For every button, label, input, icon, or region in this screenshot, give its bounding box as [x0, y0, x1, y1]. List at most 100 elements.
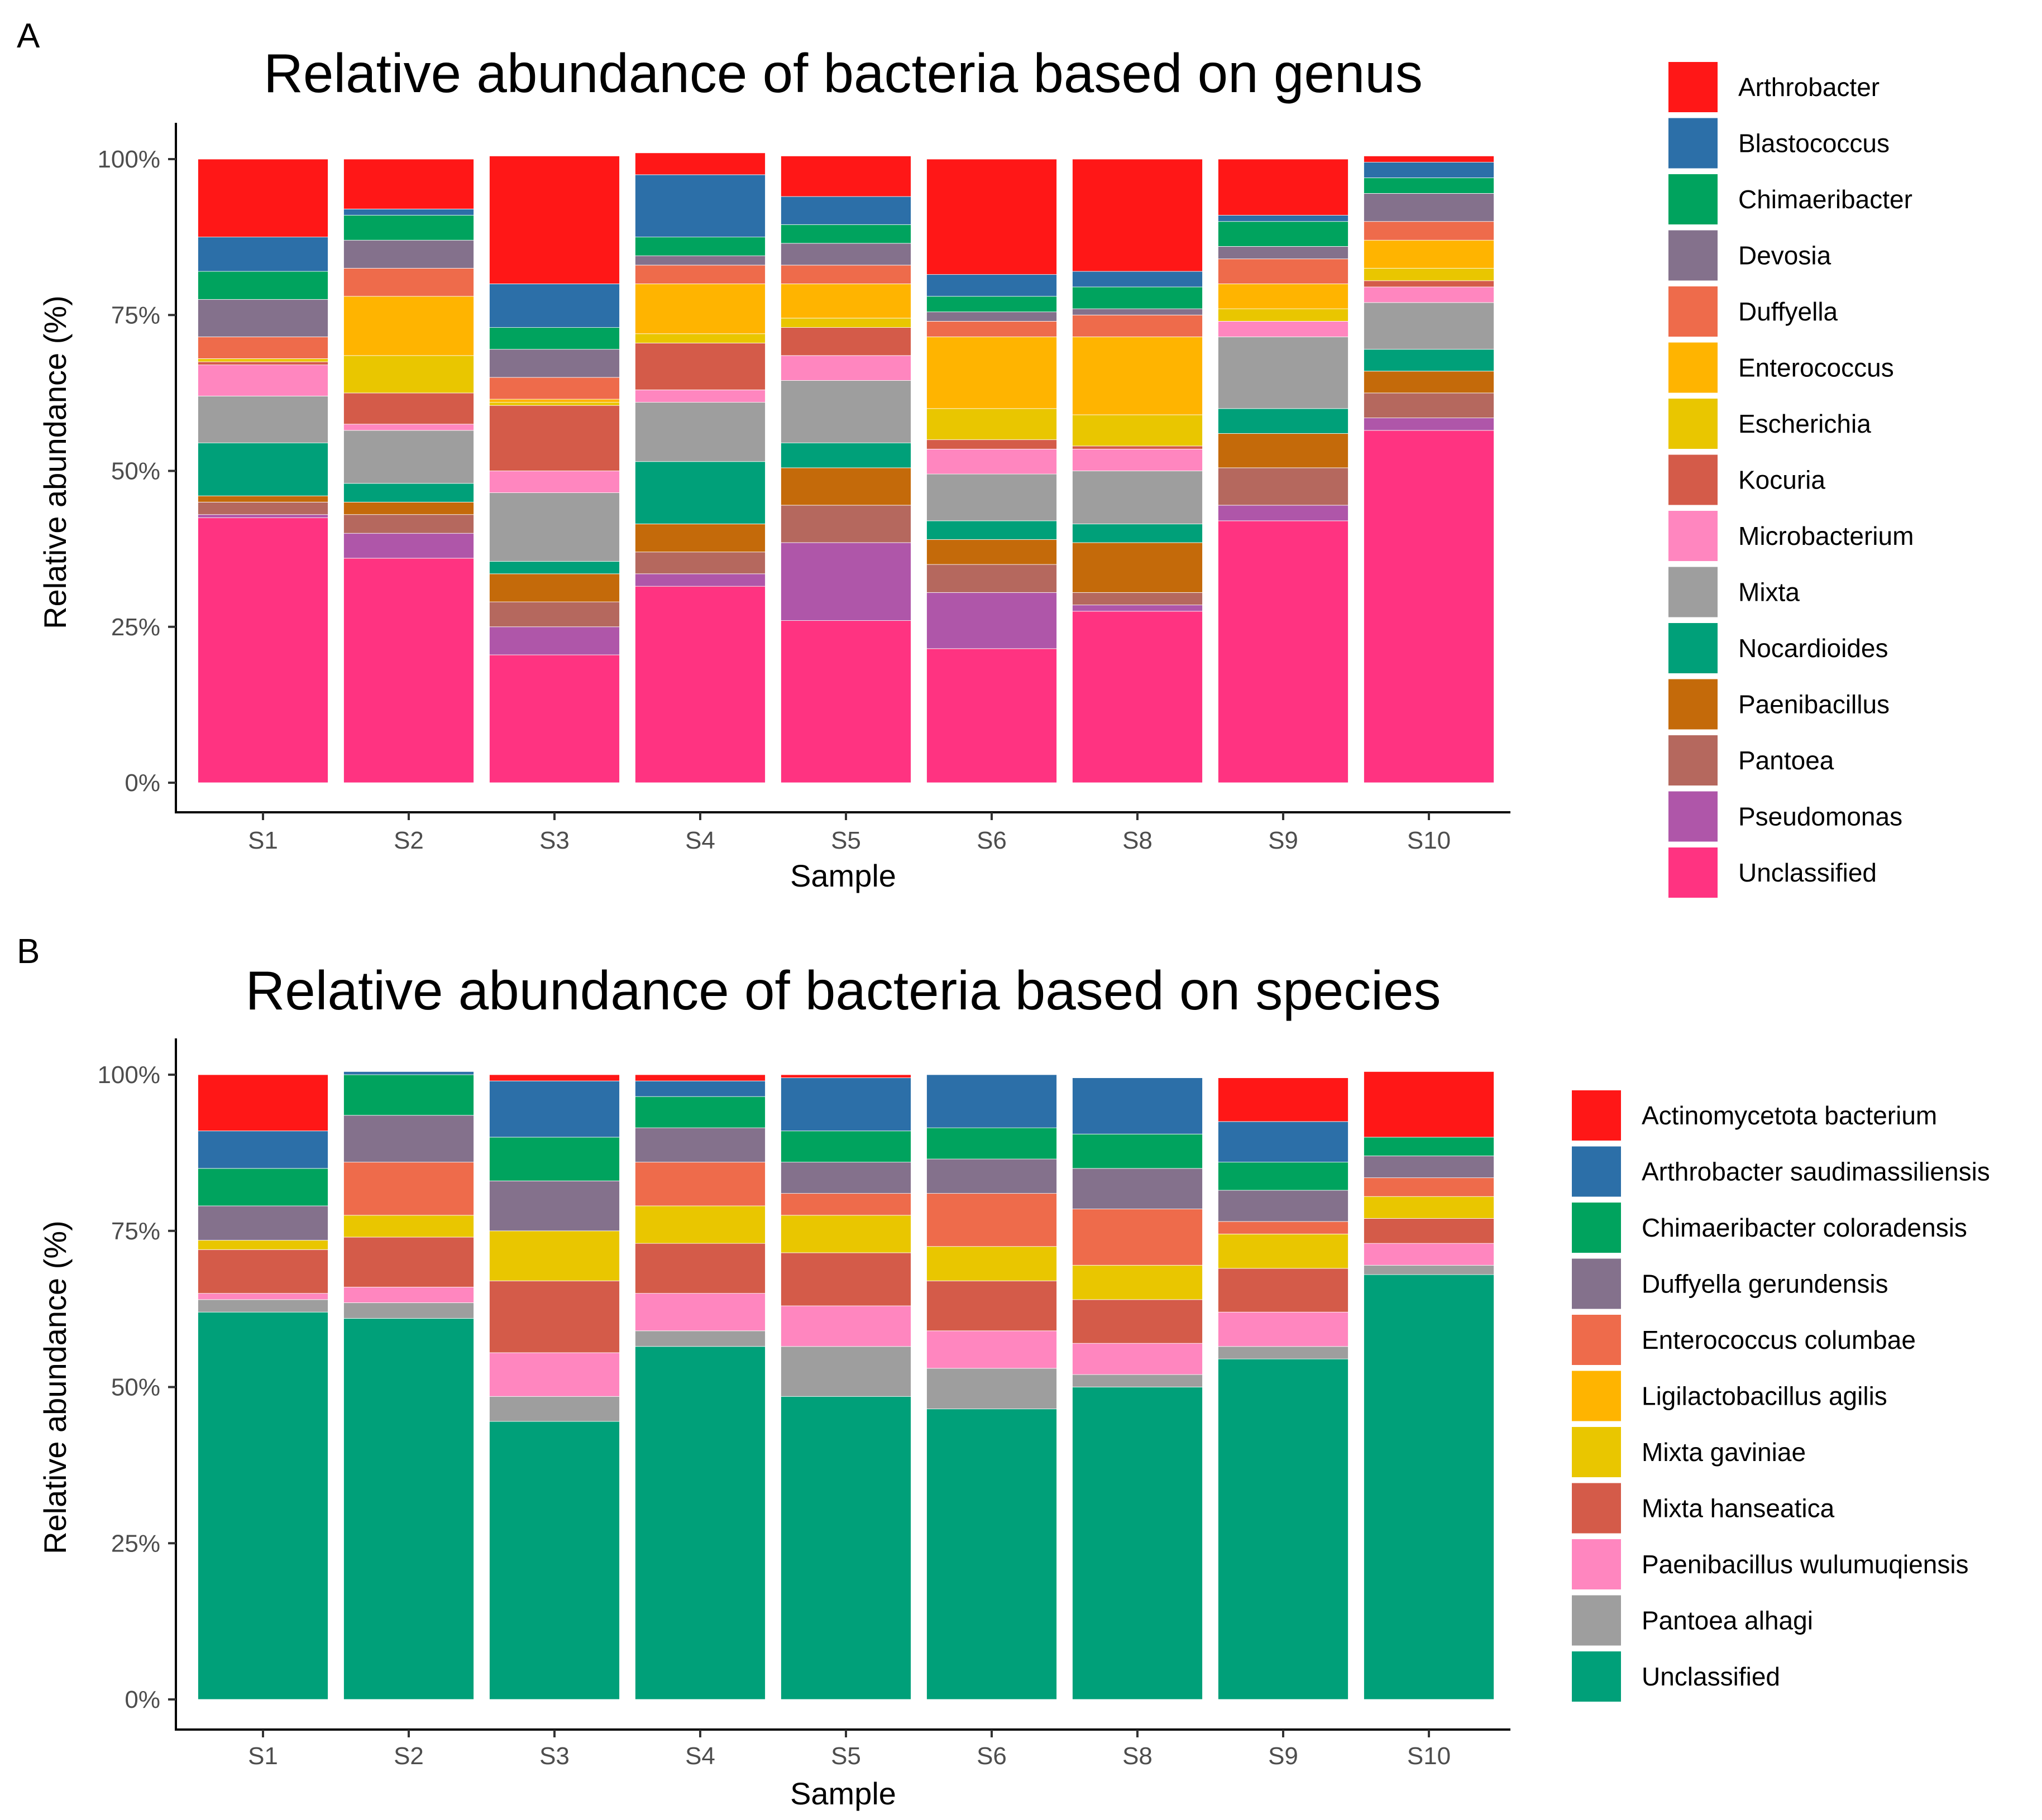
bar-segment-s5-actinomycetota-bacterium	[781, 1074, 911, 1078]
bar-segment-s8-enterococcus	[1072, 336, 1203, 415]
bar-segment-s1-paenibacillus	[198, 495, 328, 502]
bar-segment-s9-unclassified	[1218, 1358, 1348, 1700]
bar-segment-s6-microbacterium	[926, 449, 1057, 475]
legend-item: Duffyella	[1668, 286, 1838, 337]
bar-segment-s3-mixta-gaviniae	[489, 1230, 620, 1281]
legend-label: Enterococcus columbae	[1642, 1325, 1916, 1354]
x-tick-label: S10	[1407, 1742, 1451, 1770]
x-tick-label: S6	[977, 827, 1007, 854]
legend-swatch	[1668, 511, 1718, 561]
legend-item: Mixta hanseatica	[1572, 1483, 1835, 1534]
bar-segment-s10-devosia	[1364, 193, 1494, 222]
y-tick-label: 0%	[125, 1686, 160, 1713]
bar-segment-s1-escherichia	[198, 358, 328, 362]
legend-item: Devosia	[1668, 230, 1831, 281]
bar-segment-s6-blastococcus	[926, 274, 1057, 297]
bar-segment-s5-arthrobacter-saudimassiliensis	[781, 1077, 911, 1132]
legend-swatch	[1668, 454, 1718, 505]
legend-item: Unclassified	[1572, 1651, 1780, 1702]
bar-segment-s10-enterococcus-columbae	[1364, 1177, 1494, 1197]
bar-segment-s8-mixta	[1072, 471, 1203, 524]
bar-segment-s5-mixta	[781, 380, 911, 443]
bar-segment-s5-paenibacillus-wulumuqiensis	[781, 1305, 911, 1347]
bar-segment-s4-mixta-hanseatica	[635, 1243, 766, 1294]
bar-segment-s9-nocardioides	[1218, 408, 1348, 434]
bar-segment-s2-devosia	[343, 240, 474, 269]
bar-segment-s3-kocuria	[489, 405, 620, 471]
bar-segment-s10-paenibacillus-wulumuqiensis	[1364, 1243, 1494, 1266]
bar-segment-s9-pantoea	[1218, 467, 1348, 506]
bar-segment-s4-chimaeribacter-coloradensis	[635, 1096, 766, 1128]
legend-swatch	[1668, 230, 1718, 281]
bar-segment-s1-unclassified	[198, 517, 328, 783]
bar-segment-s8-mixta-hanseatica	[1072, 1299, 1203, 1344]
bar-segment-s9-arthrobacter-saudimassiliensis	[1218, 1121, 1348, 1163]
legend-label: Paenibacillus wulumuqiensis	[1642, 1550, 1969, 1579]
bar-segment-s6-mixta-hanseatica	[926, 1280, 1057, 1332]
legend-label: Microbacterium	[1738, 521, 1914, 550]
x-tick-label: S1	[248, 1742, 278, 1770]
bar-segment-s10-arthrobacter	[1364, 156, 1494, 162]
bar-segment-s4-blastococcus	[635, 174, 766, 238]
x-tick-label: S8	[1122, 827, 1152, 854]
bar-segment-s4-mixta-gaviniae	[635, 1205, 766, 1244]
bar-segment-s3-enterococcus	[489, 399, 620, 403]
bar-segment-s5-mixta-gaviniae	[781, 1215, 911, 1253]
bar-segment-s4-paenibacillus-wulumuqiensis	[635, 1293, 766, 1332]
bar-segment-s2-mixta	[343, 430, 474, 484]
bar-segment-s9-microbacterium	[1218, 321, 1348, 337]
bar-segment-s5-pantoea	[781, 505, 911, 543]
y-tick-label: 100%	[97, 1061, 160, 1089]
legend-item: Blastococcus	[1668, 118, 1890, 169]
bar-segment-s9-pantoea-alhagi	[1218, 1346, 1348, 1359]
legend-label: Unclassified	[1738, 858, 1877, 887]
bar-segment-s8-pseudomonas	[1072, 605, 1203, 612]
bar-segment-s2-escherichia	[343, 355, 474, 394]
legend-swatch	[1572, 1595, 1621, 1646]
legend-item: Pseudomonas	[1668, 791, 1902, 842]
bar-segment-s4-pseudomonas	[635, 573, 766, 587]
bar-segment-s8-pantoea	[1072, 592, 1203, 606]
legend-item: Mixta gaviniae	[1572, 1427, 1806, 1477]
bar-segment-s1-actinomycetota-bacterium	[198, 1074, 328, 1132]
bar-segment-s4-enterococcus	[635, 283, 766, 334]
legend-swatch	[1572, 1090, 1621, 1141]
panel-letter: A	[17, 17, 40, 55]
bar-segment-s5-kocuria	[781, 327, 911, 356]
bar-segment-s5-enterococcus	[781, 283, 911, 319]
bar-segment-s9-actinomycetota-bacterium	[1218, 1077, 1348, 1122]
bar-segment-s2-duffyella	[343, 268, 474, 297]
x-tick-label: S9	[1268, 827, 1298, 854]
x-tick-label: S3	[539, 1742, 570, 1770]
bar-segment-s2-pantoea-alhagi	[343, 1302, 474, 1319]
bar-segment-s3-paenibacillus-wulumuqiensis	[489, 1352, 620, 1397]
bar-segment-s6-pantoea	[926, 564, 1057, 593]
legend-label: Unclassified	[1642, 1662, 1780, 1691]
bar-segment-s9-enterococcus-columbae	[1218, 1221, 1348, 1234]
panel-letter: B	[17, 932, 40, 971]
legend-item: Arthrobacter	[1668, 62, 1880, 112]
x-tick-label: S4	[685, 1742, 715, 1770]
x-tick-label: S9	[1268, 1742, 1298, 1770]
legend-item: Microbacterium	[1668, 511, 1914, 561]
bar-segment-s6-paenibacillus	[926, 539, 1057, 565]
bar-segment-s2-mixta-hanseatica	[343, 1237, 474, 1287]
bar-segment-s10-duffyella	[1364, 221, 1494, 241]
bar-segment-s2-blastococcus	[343, 208, 474, 215]
bar-segment-s4-enterococcus-columbae	[635, 1162, 766, 1206]
legend-label: Devosia	[1738, 241, 1831, 270]
x-tick-label: S1	[248, 827, 278, 854]
bar-segment-s4-duffyella-gerundensis	[635, 1127, 766, 1163]
legend-swatch	[1668, 735, 1718, 786]
legend: Arthrobacter Blastococcus Chimaeribacter De…	[1668, 62, 1914, 898]
bar-segment-s4-kocuria	[635, 343, 766, 390]
y-tick-label: 25%	[111, 1530, 160, 1557]
bar-segment-s6-escherichia	[926, 408, 1057, 440]
y-tick-label: 0%	[125, 769, 160, 797]
bar-segment-s5-nocardioides	[781, 442, 911, 468]
bar-segment-s9-mixta-gaviniae	[1218, 1233, 1348, 1269]
legend-label: Pantoea	[1738, 746, 1834, 775]
bar-segment-s5-duffyella-gerundensis	[781, 1162, 911, 1194]
bar-segment-s10-escherichia	[1364, 268, 1494, 281]
bar-segment-s2-unclassified	[343, 558, 474, 783]
